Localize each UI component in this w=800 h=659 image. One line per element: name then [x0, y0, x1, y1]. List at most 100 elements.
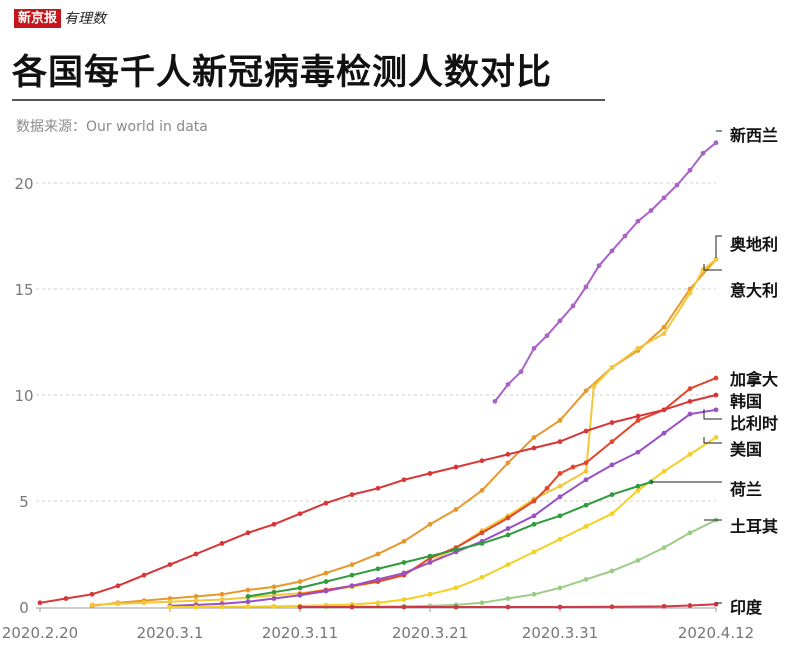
data-point	[492, 398, 498, 404]
data-point	[297, 511, 303, 517]
data-point	[713, 140, 719, 146]
data-point	[557, 418, 563, 423]
data-point	[609, 492, 615, 498]
data-point	[531, 521, 537, 527]
data-point	[609, 248, 615, 254]
data-point	[531, 513, 537, 519]
data-point	[349, 583, 355, 589]
data-point	[193, 594, 199, 599]
data-point	[89, 602, 95, 608]
data-point	[687, 451, 693, 457]
grid-lines	[36, 182, 716, 502]
data-point	[635, 488, 641, 493]
data-point	[479, 530, 485, 536]
data-point	[427, 591, 433, 597]
data-point	[531, 345, 537, 351]
y-tick-label: 15	[14, 281, 33, 299]
data-point	[583, 502, 589, 508]
page-title: 各国每千人新冠病毒检测人数对比	[12, 53, 553, 93]
data-point	[193, 598, 199, 604]
data-point	[479, 600, 485, 606]
data-point	[245, 604, 251, 609]
data-point	[349, 562, 355, 567]
x-tick-label: 2020.3.21	[392, 624, 468, 642]
series-荷兰	[245, 479, 654, 599]
data-point	[453, 585, 459, 591]
data-point	[609, 420, 615, 425]
data-point	[570, 303, 576, 309]
series-印度	[297, 601, 719, 610]
data-point	[427, 553, 433, 559]
x-tick-label: 2020.3.11	[262, 624, 338, 642]
data-point	[661, 331, 667, 336]
data-point	[583, 477, 589, 483]
title-divider	[12, 99, 605, 101]
data-point	[453, 464, 459, 470]
data-point	[557, 536, 563, 542]
data-point	[661, 545, 667, 551]
data-point	[583, 284, 589, 290]
series-比利时	[167, 407, 719, 609]
data-point	[713, 407, 719, 413]
data-point	[518, 369, 524, 375]
data-point	[648, 208, 654, 213]
data-point	[713, 392, 719, 398]
leader-line	[703, 264, 722, 271]
data-point	[661, 468, 667, 474]
data-point	[531, 549, 537, 555]
data-point	[479, 458, 485, 464]
data-point	[505, 451, 511, 457]
data-point	[505, 382, 511, 387]
data-point	[661, 603, 667, 609]
data-point	[167, 604, 173, 610]
data-point	[674, 182, 680, 188]
series-label: 美国	[730, 440, 762, 459]
data-point	[635, 345, 641, 351]
data-point	[245, 530, 251, 536]
leader-line	[703, 437, 722, 444]
data-point	[401, 604, 407, 610]
y-tick-label: 20	[14, 175, 33, 193]
data-point	[453, 547, 459, 553]
data-point	[219, 597, 225, 602]
data-point	[687, 167, 693, 173]
data-point	[479, 488, 485, 493]
data-point	[661, 195, 667, 201]
data-point	[635, 418, 641, 423]
x-tick-label: 2020.2.20	[2, 624, 78, 642]
data-point	[687, 603, 693, 608]
data-point	[713, 256, 719, 262]
data-point	[596, 263, 602, 269]
data-point	[193, 551, 199, 557]
data-point	[531, 445, 537, 451]
series-line	[299, 377, 717, 596]
data-point	[531, 498, 537, 504]
data-point	[591, 384, 597, 389]
data-point	[557, 585, 563, 591]
data-point	[375, 485, 381, 491]
series-line	[39, 394, 717, 604]
data-point	[557, 513, 563, 519]
data-point	[583, 388, 589, 394]
data-point	[219, 604, 225, 610]
data-point	[349, 492, 355, 498]
series-label: 新西兰	[730, 126, 778, 145]
data-point	[609, 462, 615, 468]
data-point	[583, 468, 589, 474]
data-point	[609, 439, 615, 445]
data-point	[453, 507, 459, 512]
data-point	[271, 596, 277, 601]
data-point	[583, 524, 589, 529]
data-point	[570, 464, 576, 470]
data-point	[401, 570, 407, 576]
data-point	[375, 551, 381, 557]
data-point	[297, 592, 303, 598]
data-point	[609, 365, 615, 370]
data-point	[583, 577, 589, 582]
series-label: 比利时	[730, 414, 778, 433]
data-point	[63, 596, 69, 601]
data-point	[544, 485, 550, 491]
data-point	[557, 471, 563, 476]
data-point	[115, 583, 121, 589]
series-line	[169, 408, 717, 607]
